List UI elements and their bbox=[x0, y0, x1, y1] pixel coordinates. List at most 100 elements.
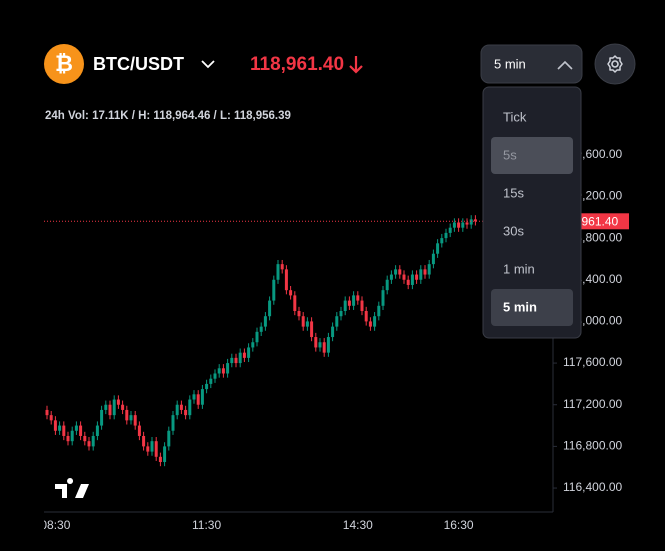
candle-body bbox=[440, 238, 444, 244]
candle-body bbox=[276, 264, 280, 280]
candle-body bbox=[415, 274, 419, 280]
candle-body bbox=[318, 342, 322, 348]
candle-body bbox=[45, 409, 49, 416]
candle-body bbox=[305, 321, 309, 327]
interval-menu: Tick 5s 15s 30s 1 min 5 min bbox=[482, 86, 582, 339]
candle-body bbox=[452, 222, 456, 228]
candle-body bbox=[331, 326, 335, 338]
candle-body bbox=[339, 311, 343, 317]
candle-body bbox=[247, 347, 251, 358]
candle-body bbox=[314, 337, 318, 348]
logo bbox=[55, 478, 89, 498]
candle-body bbox=[356, 295, 360, 301]
candle-body bbox=[448, 227, 452, 233]
candle-body bbox=[100, 409, 104, 426]
candle-body bbox=[133, 415, 137, 426]
candle-body bbox=[213, 373, 217, 379]
interval-option[interactable]: 30s bbox=[503, 223, 524, 238]
x-tick-label: 16:30 bbox=[444, 518, 474, 532]
candle-body bbox=[301, 316, 305, 327]
candle-body bbox=[255, 331, 259, 343]
candle-body bbox=[284, 269, 288, 291]
symbol[interactable]: BTC/USDT bbox=[93, 54, 184, 74]
candle-body bbox=[234, 357, 238, 364]
x-tick-label: 14:30 bbox=[343, 518, 373, 532]
candle-body bbox=[402, 274, 406, 280]
candle-body bbox=[406, 279, 410, 285]
candle-body bbox=[343, 300, 347, 312]
candle-body bbox=[364, 311, 368, 322]
coin-icon: ₿ bbox=[44, 44, 84, 84]
candle-body bbox=[108, 404, 112, 416]
candle-body bbox=[53, 420, 57, 431]
candle-body bbox=[217, 368, 221, 374]
option-highlight bbox=[491, 137, 573, 174]
candle-body bbox=[66, 435, 70, 442]
candle-body bbox=[221, 368, 225, 374]
candle-body bbox=[322, 342, 326, 353]
candle-body bbox=[385, 279, 389, 291]
candle-body bbox=[230, 357, 234, 364]
plot-area: 08:30 11:30 14:30 16:30 bbox=[40, 215, 477, 532]
candle-body bbox=[335, 316, 339, 327]
candle-body bbox=[263, 316, 267, 327]
candle-body bbox=[381, 290, 385, 306]
candle-body bbox=[377, 305, 381, 317]
price: 118,961.40 bbox=[250, 54, 344, 75]
candle-body bbox=[444, 232, 448, 239]
candle-body bbox=[188, 399, 192, 416]
candle-body bbox=[87, 441, 91, 447]
candle-body bbox=[179, 404, 183, 410]
candle-body bbox=[373, 316, 377, 327]
interval-selected[interactable]: 5 min bbox=[494, 56, 526, 71]
interval-option[interactable]: 15s bbox=[503, 185, 524, 200]
interval-option[interactable]: 5 min bbox=[503, 299, 537, 314]
candle-body bbox=[394, 269, 398, 275]
candle-body bbox=[419, 269, 423, 280]
candle-body bbox=[91, 435, 95, 447]
candle-body bbox=[205, 383, 209, 390]
candle-body bbox=[352, 295, 356, 306]
candle-body bbox=[242, 352, 246, 358]
candle-body bbox=[74, 425, 78, 431]
y-tick-label: 117,600.00 bbox=[563, 355, 622, 369]
candle-body bbox=[280, 264, 284, 270]
candle-body bbox=[398, 269, 402, 275]
interval-option[interactable]: 5s bbox=[503, 147, 517, 162]
candle-body bbox=[150, 441, 154, 452]
candle-body bbox=[423, 269, 427, 275]
candle-body bbox=[142, 435, 146, 447]
x-tick-label: 08:30 bbox=[40, 518, 70, 532]
option-highlight bbox=[491, 289, 573, 326]
candle-body bbox=[427, 264, 431, 275]
candle-body bbox=[184, 409, 188, 416]
candle-body bbox=[137, 425, 141, 436]
symbol-chevron[interactable] bbox=[201, 60, 215, 69]
interval-option[interactable]: 1 min bbox=[503, 261, 535, 276]
candle-body bbox=[272, 279, 276, 301]
svg-text:₿: ₿ bbox=[55, 51, 73, 76]
candle-body bbox=[226, 363, 230, 374]
settings-button[interactable] bbox=[594, 43, 636, 85]
candle-body bbox=[268, 300, 272, 317]
interval-option[interactable]: Tick bbox=[503, 109, 527, 124]
candle-body bbox=[360, 300, 364, 312]
candle-body bbox=[121, 404, 125, 410]
candle-body bbox=[200, 389, 204, 405]
candle-body bbox=[368, 321, 372, 327]
candle-body bbox=[436, 243, 440, 254]
candle-body bbox=[95, 425, 99, 436]
candle-body bbox=[431, 253, 435, 265]
y-tick-label: 117,200.00 bbox=[563, 397, 622, 411]
stats: 24h Vol: 17.11K / H: 118,964.46 / L: 118… bbox=[45, 110, 291, 122]
candle-body bbox=[465, 222, 469, 225]
candle-body bbox=[62, 425, 66, 436]
candle-body bbox=[461, 222, 465, 228]
interval-button[interactable]: 5 min bbox=[480, 44, 583, 84]
candle-body bbox=[158, 456, 162, 463]
candle-body bbox=[154, 441, 158, 457]
candle-body bbox=[238, 352, 242, 364]
candle-body bbox=[326, 337, 330, 353]
